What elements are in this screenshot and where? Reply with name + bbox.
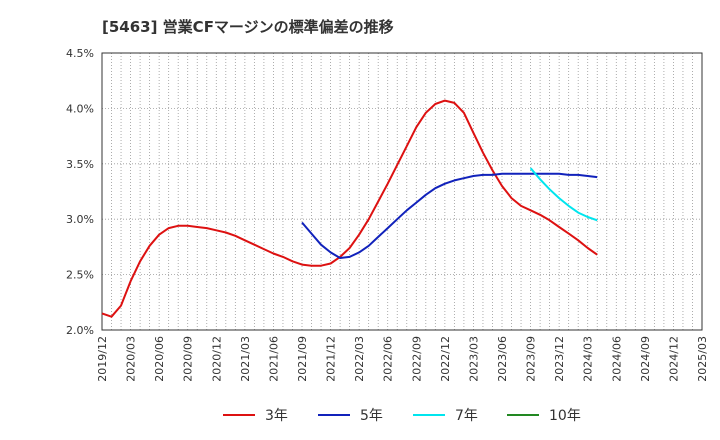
x-tick-label: 2023/03: [467, 336, 480, 382]
x-tick-label: 2023/06: [496, 336, 509, 382]
x-tick-label: 2021/03: [239, 336, 252, 382]
x-tick-label: 2022/09: [410, 336, 423, 382]
x-tick-label: 2021/12: [325, 336, 338, 382]
y-tick-label: 3.5%: [66, 158, 94, 171]
x-tick-label: 2021/09: [296, 336, 309, 382]
x-tick-label: 2020/12: [210, 336, 223, 382]
legend-label: 3年: [265, 408, 288, 424]
gridlines: [102, 53, 702, 330]
series-line-5年: [301, 172, 598, 259]
legend-label: 5年: [360, 408, 383, 424]
x-tick-label: 2020/03: [125, 336, 138, 382]
x-tick-label: 2024/12: [667, 336, 680, 382]
x-tick-label: 2023/12: [553, 336, 566, 382]
x-tick-label: 2021/06: [267, 336, 280, 382]
y-axis-ticks: 2.0% 2.5% 3.0% 3.5% 4.0% 4.5%: [66, 47, 94, 337]
x-tick-label: 2020/09: [182, 336, 195, 382]
x-tick-label: 2022/12: [439, 336, 452, 382]
x-tick-label: 2020/06: [153, 336, 166, 382]
x-tick-label: 2023/09: [525, 336, 538, 382]
y-tick-label: 2.5%: [66, 269, 94, 282]
x-axis-ticks: 2019/12 2020/03 2020/06 2020/09 2020/12 2021/…: [96, 336, 709, 382]
x-tick-label: 2022/03: [353, 336, 366, 382]
legend-label: 10年: [549, 408, 581, 424]
y-tick-label: 4.5%: [66, 47, 94, 60]
legend-label: 7年: [455, 408, 478, 424]
x-tick-label: 2024/09: [639, 336, 652, 382]
series-lines: [101, 99, 598, 318]
x-tick-label: 2022/06: [382, 336, 395, 382]
y-tick-label: 3.0%: [66, 213, 94, 226]
x-tick-label: 2019/12: [96, 336, 109, 382]
x-tick-label: 2025/03: [696, 336, 709, 382]
legend: 3年 5年 7年 10年: [223, 408, 581, 424]
chart-title: [5463] 営業CFマージンの標準偏差の推移: [102, 18, 394, 36]
y-tick-label: 2.0%: [66, 324, 94, 337]
series-line-7年: [529, 167, 598, 222]
x-tick-label: 2024/06: [610, 336, 623, 382]
x-tick-label: 2024/03: [582, 336, 595, 382]
y-tick-label: 4.0%: [66, 102, 94, 115]
series-line-3年: [101, 99, 598, 318]
plot-frame: [101, 52, 703, 331]
